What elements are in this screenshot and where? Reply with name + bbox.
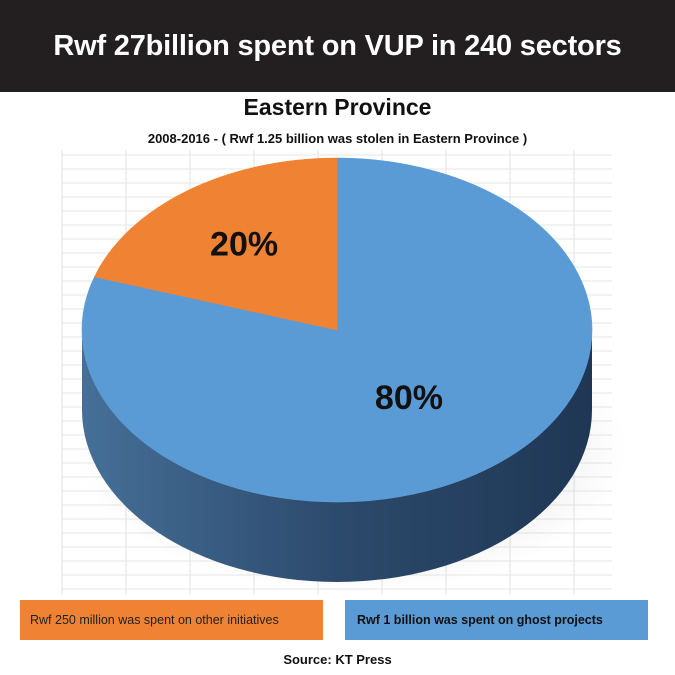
pie-slice-other-initiatives bbox=[94, 157, 338, 331]
banner: Rwf 27billion spent on VUP in 240 sector… bbox=[0, 0, 675, 92]
legend-item-other-initiatives: Rwf 250 million was spent on other initi… bbox=[20, 600, 323, 640]
legend-item-ghost-projects: Rwf 1 billion was spent on ghost project… bbox=[345, 600, 648, 640]
chart-title: Eastern Province bbox=[243, 94, 432, 120]
pie-side-ghost-projects bbox=[82, 330, 592, 582]
legend-label-other-initiatives: Rwf 250 million was spent on other initi… bbox=[30, 613, 279, 627]
source-credit: Source: KT Press bbox=[283, 652, 392, 667]
pie-group bbox=[81, 157, 593, 582]
pie-label-other-initiatives: 20% bbox=[210, 226, 278, 264]
banner-title: Rwf 27billion spent on VUP in 240 sector… bbox=[53, 29, 622, 62]
chart-subtitle: 2008-2016 - ( Rwf 1.25 billion was stole… bbox=[147, 131, 528, 146]
legend-label-ghost-projects: Rwf 1 billion was spent on ghost project… bbox=[357, 613, 603, 627]
pie-label-ghost-projects: 80% bbox=[375, 379, 443, 417]
pie-labels: 80% 20% bbox=[210, 226, 443, 417]
pie-slice-ghost-projects bbox=[81, 157, 593, 503]
